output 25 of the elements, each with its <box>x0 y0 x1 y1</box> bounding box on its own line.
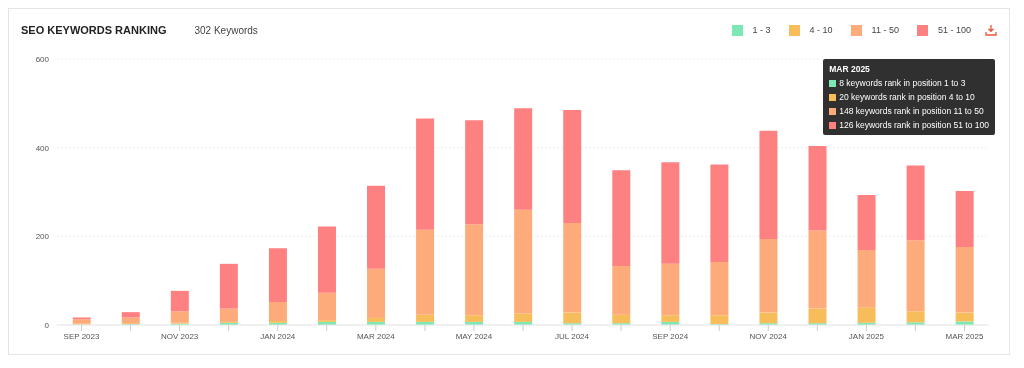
x-tick-label: JUL 2024 <box>555 331 590 341</box>
legend-label: 1 - 3 <box>752 25 771 35</box>
x-tick-label: SEP 2024 <box>652 331 689 341</box>
legend-label: 4 - 10 <box>809 25 833 35</box>
annotation: MAR 2025 <box>829 64 870 74</box>
y-tick-label: 600 <box>35 54 50 64</box>
x-tick-label: NOV 2023 <box>160 331 199 341</box>
x-tick-label: NOV 2024 <box>749 331 788 341</box>
y-tick-label: 200 <box>35 232 50 242</box>
annotation: 8 keywords rank in position 1 to 3 <box>839 78 966 88</box>
legend-label: 51 - 100 <box>937 25 971 35</box>
x-tick-label: SEP 2023 <box>63 331 101 341</box>
y-tick-label: 400 <box>35 143 50 153</box>
x-tick-label: MAY 2024 <box>455 331 493 341</box>
chart-title: SEO KEYWORDS RANKING <box>21 24 167 36</box>
x-tick-label: MAR 2024 <box>356 331 396 341</box>
x-tick-label: JAN 2024 <box>260 331 296 341</box>
chart-subtitle: 302 Keywords <box>194 24 258 36</box>
x-tick-label: MAR 2025 <box>945 331 984 341</box>
annotation: 20 keywords rank in position 4 to 10 <box>839 92 975 102</box>
y-tick-label: 0 <box>44 320 50 330</box>
x-tick-label: JAN 2025 <box>848 331 885 341</box>
annotation: 148 keywords rank in position 11 to 50 <box>839 106 984 116</box>
legend-label: 11 - 50 <box>871 25 899 35</box>
annotation: 126 keywords rank in position 51 to 100 <box>839 120 989 130</box>
